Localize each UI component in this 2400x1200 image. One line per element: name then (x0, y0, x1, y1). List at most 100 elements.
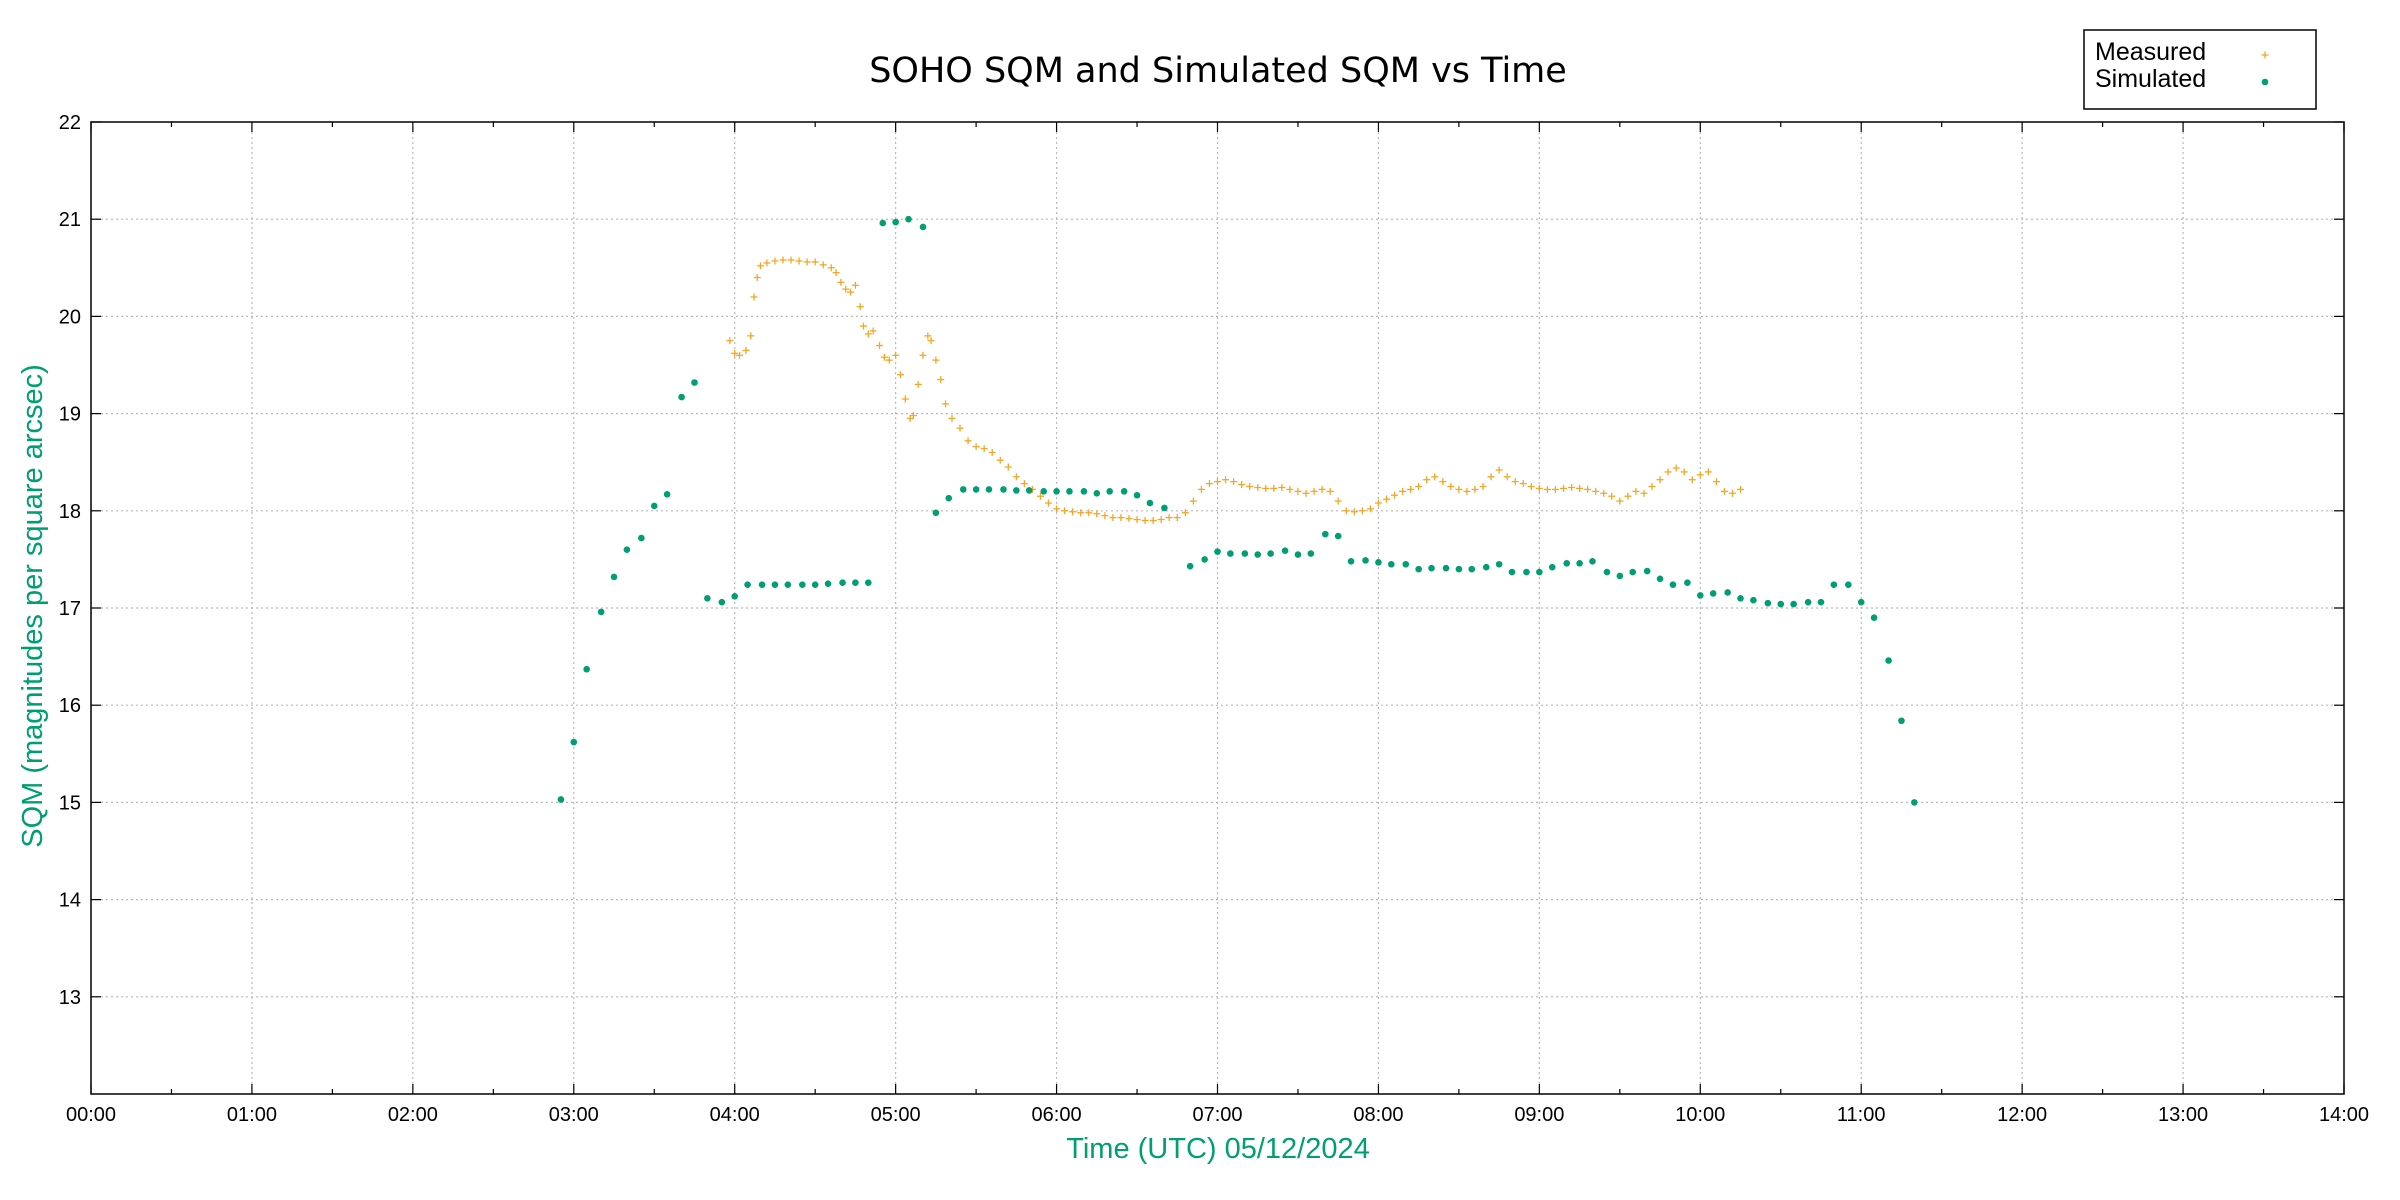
simulated-point (1563, 559, 1571, 567)
measured-point (1374, 499, 1382, 507)
simulated-point (1643, 567, 1651, 575)
measured-point (1358, 507, 1366, 515)
measured-point (1117, 514, 1125, 522)
simulated-point (919, 223, 927, 231)
measured-point (837, 278, 845, 286)
y-tick-label: 21 (59, 209, 81, 231)
simulated-point (1696, 592, 1704, 599)
simulated-point (959, 486, 967, 493)
y-axis-label: SQM (magnitudes per square arcsec) (17, 364, 49, 848)
simulated-point (557, 796, 565, 803)
simulated-point (864, 579, 872, 587)
measured-point (795, 257, 803, 265)
measured-point (1045, 499, 1053, 507)
simulated-point (1133, 491, 1141, 499)
measured-point (1109, 514, 1117, 522)
simulated-point (1428, 564, 1435, 572)
simulated-point (1347, 558, 1355, 565)
measured-point (1471, 485, 1479, 493)
measured-point (1487, 473, 1495, 481)
simulated-point (1254, 551, 1262, 558)
simulated-point (1322, 530, 1329, 538)
simulated-point (1281, 547, 1289, 554)
simulated-point (1536, 568, 1543, 576)
measured-point (1069, 508, 1077, 516)
simulated-point (1750, 596, 1757, 604)
measured-point (885, 356, 893, 364)
measured-point (1399, 487, 1407, 495)
simulated-point (663, 490, 671, 498)
x-tick-label: 07:00 (1192, 1104, 1242, 1126)
simulated-point (610, 573, 618, 581)
measured-point (956, 424, 964, 432)
measured-point (927, 337, 935, 345)
measured-point (1608, 492, 1616, 500)
y-tick-label: 13 (59, 987, 81, 1009)
y-tick-label: 19 (59, 404, 81, 426)
x-axis: 00:00 01:00 02:00 03:00 04:00 05:00 06:00 07:00… (66, 122, 2369, 1126)
simulated-point (799, 581, 806, 588)
simulated-point (1161, 504, 1168, 512)
measured-point (1181, 509, 1189, 517)
grid (91, 122, 2344, 1094)
simulated-point (1508, 568, 1516, 576)
measured-point (1439, 478, 1447, 486)
simulated-point (1885, 657, 1892, 664)
measured-point (1173, 514, 1181, 522)
measured-point (896, 371, 904, 379)
simulated-point (1388, 560, 1395, 568)
simulated-point (1629, 568, 1636, 576)
measured-point (832, 269, 840, 277)
legend: Measured Simulated (2083, 29, 2317, 110)
simulated-point (691, 379, 698, 386)
measured-point (1125, 515, 1133, 523)
y-tick-label: 16 (59, 695, 81, 717)
simulated-point (1656, 575, 1664, 583)
measured-point (1648, 483, 1656, 490)
measured-point (1551, 485, 1559, 493)
simulated-point (744, 581, 751, 588)
simulated-point (1523, 568, 1530, 576)
measured-point (1704, 468, 1712, 476)
measured-point (771, 257, 779, 265)
measured-point (1020, 480, 1028, 488)
simulated-point (1214, 548, 1221, 555)
measured-point (1230, 478, 1238, 486)
measured-point (1246, 483, 1254, 490)
measured-point (909, 412, 917, 420)
measured-point (1286, 485, 1294, 493)
simulated-point (771, 581, 779, 588)
chart-title: SOHO SQM and Simulated SQM vs Time (869, 51, 1567, 91)
measured-point (1165, 514, 1173, 522)
simulated-point (1227, 550, 1234, 557)
measured-point (1407, 485, 1415, 493)
simulated-point (1845, 581, 1852, 588)
measured-point (1350, 508, 1358, 516)
x-axis-label: Time (UTC) 05/12/2024 (1066, 1133, 1370, 1165)
y-axis: 13 14 15 16 17 18 19 20 21 22 (59, 112, 2344, 1009)
measured-point (1503, 473, 1511, 481)
measured-point (1624, 492, 1632, 500)
simulated-point (758, 581, 766, 588)
measured-point (1214, 478, 1221, 486)
simulated-point (985, 486, 993, 493)
measured-point (1310, 487, 1318, 495)
simulated-point (1455, 565, 1463, 573)
simulated-point (1362, 557, 1369, 564)
measured-point (1294, 487, 1302, 495)
x-tick-label: 01:00 (227, 1104, 277, 1126)
simulated-series (557, 215, 1918, 806)
simulated-point (638, 534, 645, 542)
simulated-point (1468, 565, 1476, 573)
x-tick-label: 09:00 (1514, 1104, 1564, 1126)
simulated-point (932, 509, 940, 517)
x-tick-label: 10:00 (1675, 1104, 1725, 1126)
measured-point (1342, 507, 1350, 515)
measured-point (787, 256, 795, 264)
simulated-point (1307, 550, 1315, 557)
x-tick-label: 11:00 (1837, 1104, 1886, 1126)
measured-point (856, 303, 864, 311)
simulated-point (1669, 581, 1677, 588)
measured-point (1133, 516, 1141, 524)
measured-point (803, 258, 811, 266)
